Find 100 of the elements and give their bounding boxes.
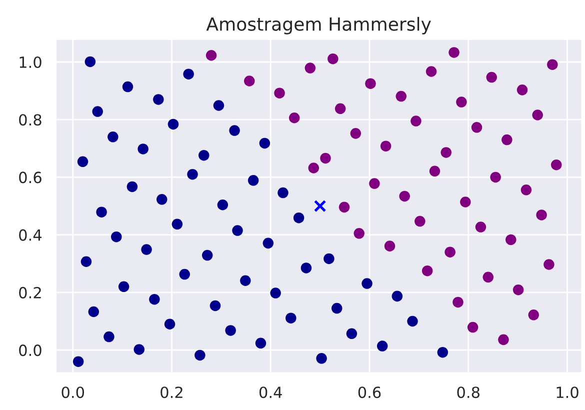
- point: [118, 281, 130, 292]
- point: [516, 84, 528, 96]
- point: [324, 253, 334, 264]
- point: [255, 338, 266, 349]
- point: [314, 200, 326, 212]
- x-tick-label: 0.6: [358, 386, 381, 398]
- point: [138, 144, 148, 154]
- point: [202, 250, 213, 261]
- point: [270, 288, 281, 298]
- point: [369, 178, 380, 189]
- y-tick-label: 0.2: [19, 286, 41, 298]
- point: [544, 259, 554, 270]
- point: [80, 256, 92, 267]
- point: [392, 290, 403, 302]
- point: [384, 240, 396, 252]
- point: [126, 181, 138, 192]
- point: [217, 199, 228, 210]
- point: [448, 47, 460, 58]
- point: [244, 76, 255, 86]
- y-tick-label: 0.8: [19, 114, 42, 126]
- point: [362, 278, 372, 289]
- point: [72, 356, 84, 367]
- x-tick-label: 0.2: [160, 386, 182, 398]
- point: [77, 156, 88, 168]
- point: [164, 318, 176, 330]
- point: [437, 346, 448, 358]
- point: [320, 152, 331, 164]
- point: [410, 116, 422, 126]
- point: [111, 231, 122, 242]
- point: [475, 222, 486, 232]
- point: [444, 246, 456, 258]
- point: [210, 300, 221, 312]
- chart-title: Amostragem Hammersly: [206, 16, 431, 34]
- point: [502, 134, 512, 146]
- point: [396, 90, 407, 102]
- point: [300, 262, 312, 274]
- point: [232, 225, 243, 236]
- point: [328, 53, 338, 64]
- y-tick-label: 0.6: [19, 172, 42, 184]
- point: [248, 175, 259, 186]
- point: [84, 56, 96, 68]
- point: [88, 306, 100, 318]
- point: [187, 168, 198, 180]
- x-tick-label: 0.8: [457, 386, 480, 398]
- point: [168, 118, 179, 130]
- point: [460, 196, 471, 208]
- point: [198, 150, 210, 161]
- point: [262, 238, 274, 249]
- point: [528, 310, 540, 320]
- point: [490, 172, 501, 183]
- point: [225, 325, 236, 336]
- point: [304, 62, 316, 74]
- point: [482, 272, 494, 283]
- point: [179, 268, 190, 280]
- point: [429, 166, 440, 177]
- point: [134, 344, 144, 355]
- point: [149, 294, 160, 305]
- point: [407, 316, 418, 327]
- point: [259, 138, 270, 149]
- point: [293, 212, 304, 224]
- point: [240, 275, 251, 286]
- point: [512, 284, 524, 296]
- y-tick-label: 0.0: [19, 344, 42, 356]
- point: [96, 206, 107, 218]
- point: [520, 184, 532, 196]
- point: [380, 140, 392, 152]
- point: [550, 159, 562, 170]
- point: [532, 110, 543, 120]
- point: [331, 302, 342, 314]
- point: [153, 94, 164, 105]
- point: [426, 66, 437, 77]
- point: [288, 112, 300, 124]
- y-tick-label: 0.4: [19, 229, 42, 241]
- point: [278, 187, 288, 198]
- point: [141, 244, 152, 255]
- x-tick-label: 0.4: [259, 386, 282, 398]
- point: [104, 331, 114, 342]
- point: [486, 72, 497, 83]
- point: [172, 218, 183, 230]
- point: [498, 334, 509, 346]
- point: [274, 88, 285, 98]
- point: [354, 228, 364, 239]
- point: [346, 328, 358, 340]
- point: [206, 50, 217, 61]
- point: [452, 296, 464, 308]
- x-tick-label: 1.0: [556, 386, 578, 398]
- point: [194, 350, 206, 361]
- point: [376, 340, 388, 352]
- point: [414, 216, 426, 227]
- point: [350, 128, 362, 139]
- point: [213, 100, 224, 111]
- point: [316, 353, 327, 364]
- point: [536, 210, 547, 220]
- point: [365, 78, 376, 89]
- point: [286, 312, 296, 324]
- point: [308, 162, 320, 174]
- point: [92, 106, 103, 117]
- point: [471, 122, 482, 133]
- point: [183, 68, 194, 80]
- point: [456, 96, 467, 108]
